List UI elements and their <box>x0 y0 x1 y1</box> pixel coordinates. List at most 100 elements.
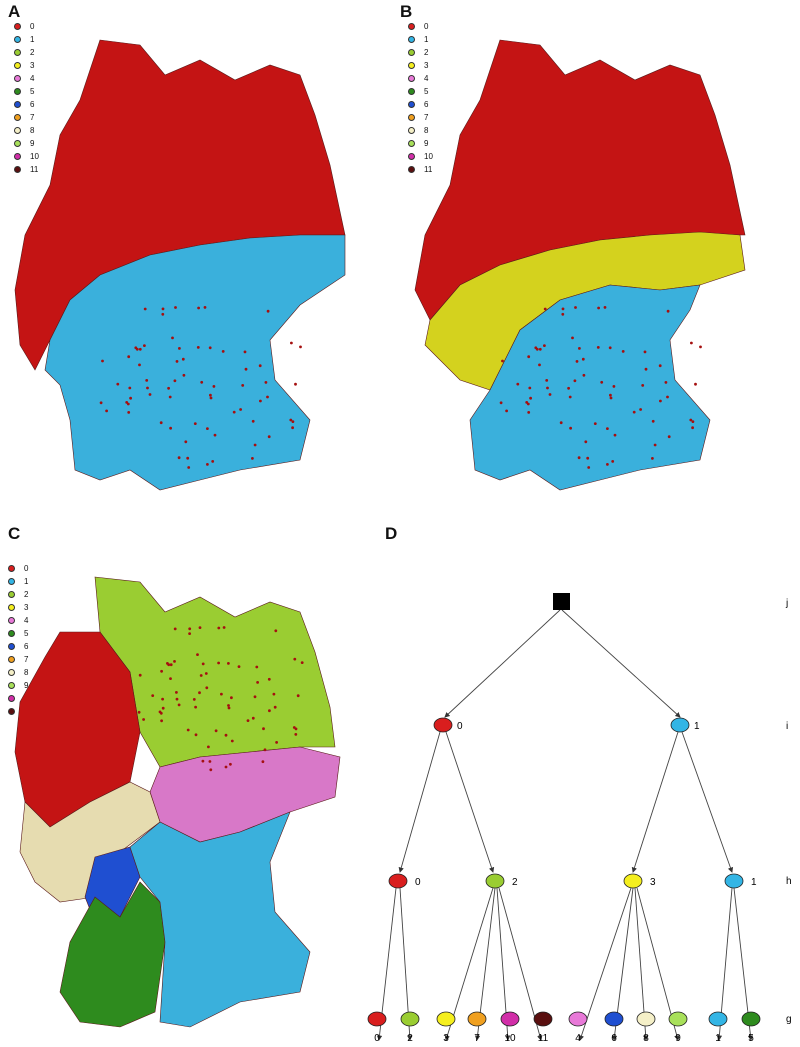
tree-node-label: 2 <box>512 877 518 888</box>
tree-node-label: 10 <box>504 1033 516 1044</box>
tree-node-level_g-6 <box>568 1011 588 1027</box>
legend-item: 9 <box>8 679 33 692</box>
tree-node-level_h-1 <box>485 873 505 889</box>
legend-label: 11 <box>30 165 39 174</box>
legend-dot-icon <box>14 88 21 95</box>
tree-node-label: 1 <box>694 721 700 732</box>
legend-label: 10 <box>424 152 433 161</box>
legend-label: 5 <box>30 87 35 96</box>
legend-label: 3 <box>424 61 429 70</box>
map-b-speckle <box>499 306 702 469</box>
legend-dot-icon <box>408 49 415 56</box>
legend-item: 7 <box>14 111 39 124</box>
legend-dot-icon <box>8 656 15 663</box>
legend-dot-icon <box>8 565 15 572</box>
legend-label: 8 <box>24 668 29 677</box>
tree-root-node <box>553 593 570 610</box>
tree-edges <box>376 609 754 1041</box>
legend-dot-icon <box>408 127 415 134</box>
tree-node-level_g-1 <box>400 1011 420 1027</box>
tree-node-level_g-4 <box>500 1011 520 1027</box>
tree-node-level_g-11 <box>741 1011 761 1027</box>
tree-node-label: 3 <box>443 1033 449 1044</box>
legend-item: 7 <box>8 653 33 666</box>
tree-node-level_g-8 <box>636 1011 656 1027</box>
panel-d-letter: D <box>385 524 398 543</box>
legend-item: 4 <box>14 72 39 85</box>
legend-item: 11 <box>408 163 433 176</box>
legend-item: 1 <box>408 33 433 46</box>
legend-item: 2 <box>14 46 39 59</box>
legend-item: 6 <box>14 98 39 111</box>
legend-label: 8 <box>30 126 35 135</box>
tree-node-label: 3 <box>650 877 656 888</box>
tree-node-label: 11 <box>538 1033 549 1044</box>
legend-label: 5 <box>24 629 29 638</box>
legend-dot-icon <box>14 127 21 134</box>
legend-dot-icon <box>14 101 21 108</box>
legend-dot-icon <box>408 36 415 43</box>
tree-level-h-nodes: 0 2 3 1 <box>388 873 757 889</box>
legend-item: 0 <box>14 20 39 33</box>
tree-node-label: 8 <box>643 1033 649 1044</box>
legend-label: 0 <box>24 564 29 573</box>
tree-node-level_h-0 <box>388 873 408 889</box>
legend-item: 3 <box>8 601 33 614</box>
tree-node-level_g-0 <box>367 1011 387 1027</box>
legend-dot-icon <box>408 114 415 121</box>
legend-label: 1 <box>30 35 35 44</box>
legend-label: 9 <box>30 139 35 148</box>
legend-item: 10 <box>408 150 433 163</box>
tree-level-j-label: j <box>785 598 788 609</box>
legend-dot-icon <box>8 669 15 676</box>
legend-dot-icon <box>408 140 415 147</box>
tree-node-label: 9 <box>675 1033 681 1044</box>
legend-label: 10 <box>30 152 39 161</box>
tree-node-level_h-3 <box>724 873 744 889</box>
map-a-speckle <box>99 306 302 469</box>
legend-item: 3 <box>14 59 39 72</box>
legend-item: 6 <box>8 640 33 653</box>
tree-node-level_g-9 <box>668 1011 688 1027</box>
legend-dot-icon <box>408 101 415 108</box>
tree-node-label: 1 <box>715 1033 721 1044</box>
legend-label: 8 <box>424 126 429 135</box>
tree-node-level_g-3 <box>467 1011 487 1027</box>
legend-dot-icon <box>8 578 15 585</box>
legend-item: 1 <box>8 575 33 588</box>
legend-dot-icon <box>8 643 15 650</box>
legend-item: 5 <box>8 627 33 640</box>
legend-label: 2 <box>424 48 429 57</box>
map-b-south-region <box>469 284 711 491</box>
tree-node-level_g-7 <box>604 1011 624 1027</box>
tree-level-h-label: h <box>786 876 792 887</box>
legend-label: 0 <box>30 22 35 31</box>
tree-node-level_g-10 <box>708 1011 728 1027</box>
legend-item: 0 <box>408 20 433 33</box>
legend-dot-icon <box>14 153 21 160</box>
legend-label: 11 <box>424 165 433 174</box>
legend-dot-icon <box>14 62 21 69</box>
legend-item: 8 <box>14 124 39 137</box>
legend-label: 3 <box>24 603 29 612</box>
map-a <box>14 39 346 491</box>
legend-label: 5 <box>424 87 429 96</box>
tree-level-g-label: g <box>786 1014 792 1025</box>
legend-item: 1 <box>14 33 39 46</box>
legend-item: 8 <box>408 124 433 137</box>
legend-label: 0 <box>424 22 429 31</box>
legend-label: 1 <box>24 577 29 586</box>
tree-node-label: 0 <box>374 1033 380 1044</box>
legend-label: 2 <box>30 48 35 57</box>
legend-b: 0 1 2 3 4 5 6 7 8 9 10 11 <box>408 20 433 176</box>
legend-dot-icon <box>8 695 15 702</box>
legend-dot-icon <box>8 591 15 598</box>
legend-dot-icon <box>408 62 415 69</box>
legend-label: 6 <box>24 642 29 651</box>
legend-item: 4 <box>8 614 33 627</box>
legend-dot-icon <box>408 166 415 173</box>
map-c <box>14 576 341 1028</box>
legend-dot-icon <box>8 630 15 637</box>
